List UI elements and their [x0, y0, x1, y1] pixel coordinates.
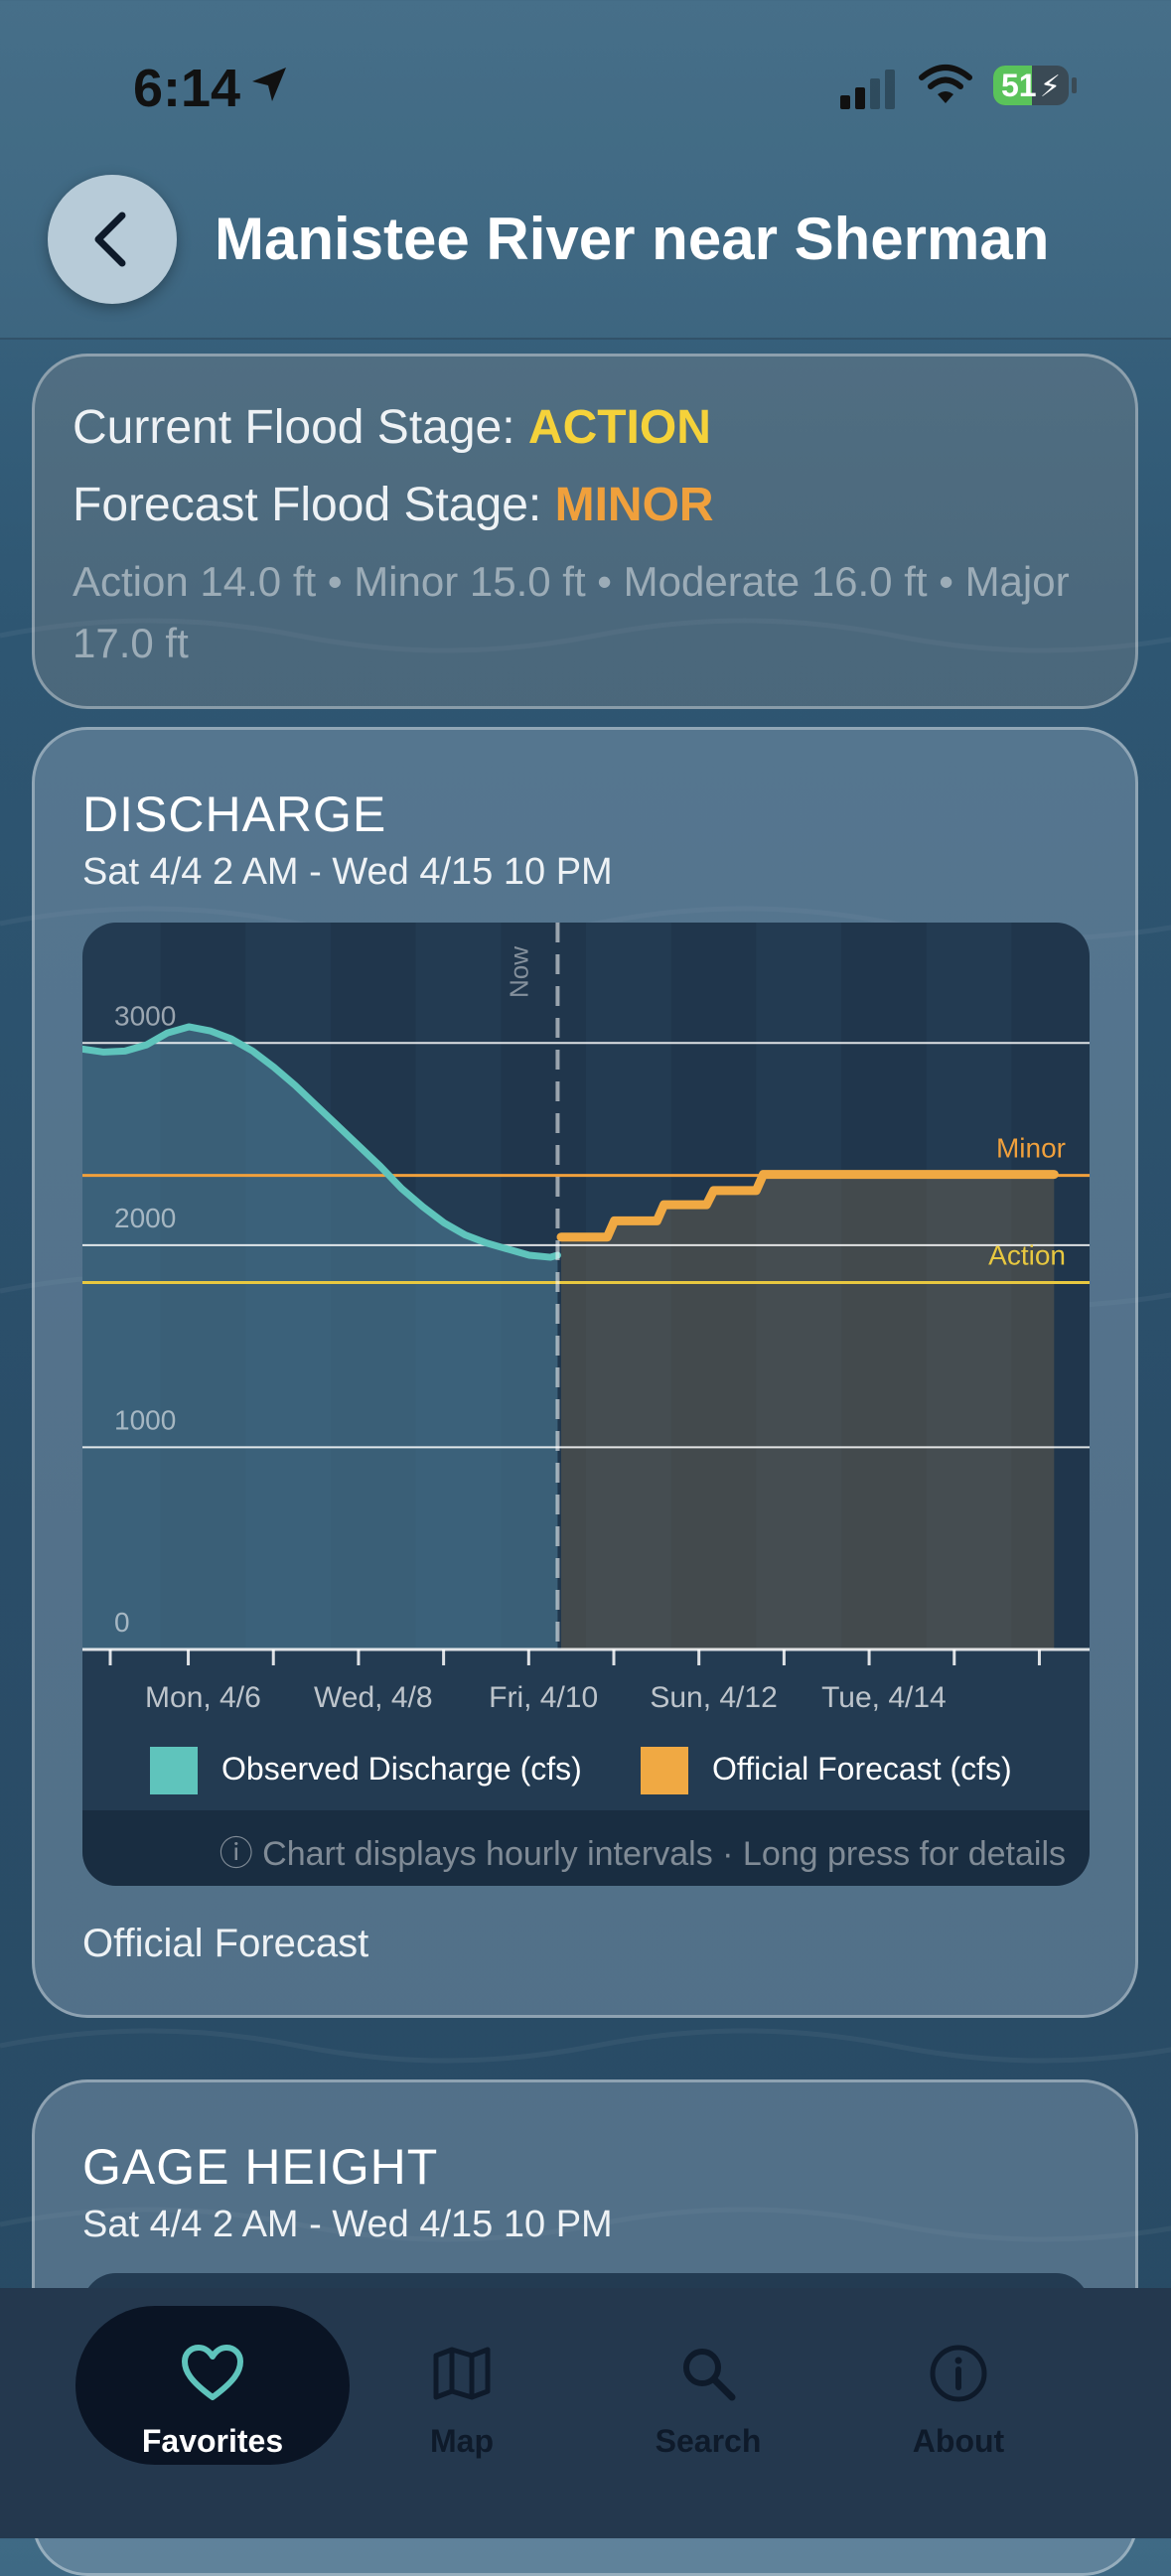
map-icon — [433, 2347, 491, 2400]
y-tick-label: 1000 — [114, 1404, 176, 1435]
tab-search-label: Search — [655, 2423, 762, 2459]
current-flood-stage-label: Current Flood Stage: — [73, 401, 528, 454]
tab-search[interactable]: Search — [574, 2306, 842, 2465]
tab-about-label: About — [912, 2423, 1005, 2459]
flood-thresholds: Action 14.0 ft • Minor 15.0 ft • Moderat… — [73, 558, 1070, 666]
battery-indicator: 51 ⚡ — [993, 66, 1069, 105]
back-button[interactable] — [48, 175, 177, 304]
tab-map[interactable]: Map — [328, 2306, 596, 2465]
chevron-left-icon — [94, 212, 126, 267]
threshold-label-minor: Minor — [996, 1133, 1066, 1164]
now-label: Now — [504, 946, 533, 998]
legend-swatch-observed — [150, 1747, 198, 1794]
charging-bolt-icon: ⚡ — [1039, 71, 1061, 103]
legend-label-forecast: Official Forecast (cfs) — [712, 1751, 1012, 1787]
location-arrow-icon — [252, 68, 286, 101]
tab-bar: Favorites Map Search About — [0, 2288, 1171, 2538]
gage-height-date-range: Sat 4/4 2 AM - Wed 4/15 10 PM — [82, 2204, 613, 2245]
threshold-label-action: Action — [988, 1239, 1066, 1270]
tab-favorites[interactable]: Favorites — [75, 2306, 350, 2465]
tab-favorites-label: Favorites — [141, 2423, 284, 2459]
cellular-signal-icon — [840, 70, 895, 109]
forecast-line — [556, 1170, 1059, 1242]
official-forecast-label: Official Forecast — [82, 1922, 369, 1965]
x-tick-label: Sun, 4/12 — [650, 1681, 777, 1714]
observed-area — [82, 1026, 558, 1649]
current-flood-stage: Current Flood Stage: ACTION — [73, 400, 711, 455]
x-tick-label: Fri, 4/10 — [489, 1681, 598, 1714]
tab-about[interactable]: About — [824, 2306, 1093, 2465]
x-tick-label: Mon, 4/6 — [145, 1681, 261, 1714]
tab-map-label: Map — [430, 2423, 494, 2459]
wifi-icon — [919, 65, 972, 103]
page-title: Manistee River near Sherman — [215, 206, 1050, 272]
legend-swatch-forecast — [641, 1747, 688, 1794]
flood-stage-card: Current Flood Stage: ACTION Forecast Flo… — [32, 354, 1138, 709]
forecast-flood-stage-value: MINOR — [554, 479, 714, 531]
nav-header: Manistee River near Sherman — [0, 0, 1171, 340]
gage-height-title: GAGE HEIGHT — [82, 2139, 439, 2195]
discharge-date-range: Sat 4/4 2 AM - Wed 4/15 10 PM — [82, 851, 613, 893]
y-tick-label: 2000 — [114, 1203, 176, 1233]
chart-info-bar: ⓘ Chart displays hourly intervals · Long… — [82, 1810, 1090, 1886]
discharge-chart-svg[interactable]: 0 1000 2000 3000 Minor Action Now Mon, 4/6 Wed, … — [82, 923, 1090, 1747]
forecast-flood-stage: Forecast Flood Stage: MINOR — [73, 478, 714, 532]
heart-icon — [182, 2345, 243, 2400]
battery-cap — [1072, 77, 1077, 93]
info-icon — [930, 2345, 987, 2402]
battery-percent: 51 — [1001, 68, 1037, 103]
status-time: 6:14 — [133, 59, 241, 118]
x-tick-label: Tue, 4/14 — [821, 1681, 947, 1714]
forecast-area — [561, 1174, 1055, 1649]
battery-fill — [993, 66, 1032, 105]
discharge-card: DISCHARGE Sat 4/4 2 AM - Wed 4/15 10 PM … — [32, 727, 1138, 2018]
discharge-chart[interactable]: 0 1000 2000 3000 Minor Action Now Mon, 4/6 Wed, … — [82, 923, 1090, 1886]
x-tick-label: Wed, 4/8 — [314, 1681, 433, 1714]
y-tick-label: 0 — [114, 1607, 130, 1638]
legend-label-observed: Observed Discharge (cfs) — [221, 1751, 582, 1787]
current-flood-stage-value: ACTION — [527, 401, 711, 454]
observed-line — [82, 1023, 561, 1261]
status-bar: 6:14 51 ⚡ — [0, 0, 1171, 169]
chart-legend: Observed Discharge (cfs) Official Foreca… — [82, 1747, 1090, 1816]
search-icon — [683, 2349, 736, 2401]
forecast-flood-stage-label: Forecast Flood Stage: — [73, 479, 555, 531]
y-tick-label: 3000 — [114, 1000, 176, 1031]
chart-info-text: ⓘ Chart displays hourly intervals · Long… — [219, 1835, 1066, 1873]
discharge-title: DISCHARGE — [82, 787, 387, 842]
